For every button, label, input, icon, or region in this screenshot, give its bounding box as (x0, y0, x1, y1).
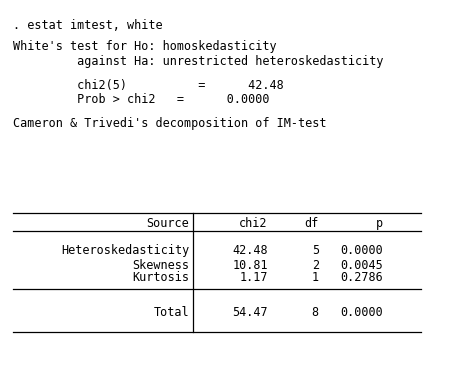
Text: 0.0000: 0.0000 (340, 244, 383, 257)
Text: 5: 5 (312, 244, 319, 257)
Text: White's test for Ho: homoskedasticity: White's test for Ho: homoskedasticity (13, 40, 276, 53)
Text: 10.81: 10.81 (232, 259, 268, 272)
Text: against Ha: unrestricted heteroskedasticity: against Ha: unrestricted heteroskedastic… (13, 55, 383, 68)
Text: Kurtosis: Kurtosis (132, 272, 189, 285)
Text: 8: 8 (312, 306, 319, 319)
Text: Skewness: Skewness (132, 259, 189, 272)
Text: Cameron & Trivedi's decomposition of IM-test: Cameron & Trivedi's decomposition of IM-… (13, 116, 326, 129)
Text: Prob > chi2   =      0.0000: Prob > chi2 = 0.0000 (13, 93, 269, 106)
Text: Source: Source (146, 217, 189, 230)
Text: df: df (305, 217, 319, 230)
Text: 0.2786: 0.2786 (340, 272, 383, 285)
Text: 1: 1 (312, 272, 319, 285)
Text: p: p (376, 217, 383, 230)
Text: chi2(5)          =      42.48: chi2(5) = 42.48 (13, 79, 283, 92)
Text: 1.17: 1.17 (239, 272, 268, 285)
Text: 0.0045: 0.0045 (340, 259, 383, 272)
Text: . estat imtest, white: . estat imtest, white (13, 19, 162, 32)
Text: 2: 2 (312, 259, 319, 272)
Text: Heteroskedasticity: Heteroskedasticity (61, 244, 189, 257)
Text: chi2: chi2 (239, 217, 268, 230)
Text: 42.48: 42.48 (232, 244, 268, 257)
Text: 54.47: 54.47 (232, 306, 268, 319)
Text: 0.0000: 0.0000 (340, 306, 383, 319)
Text: Total: Total (154, 306, 189, 319)
